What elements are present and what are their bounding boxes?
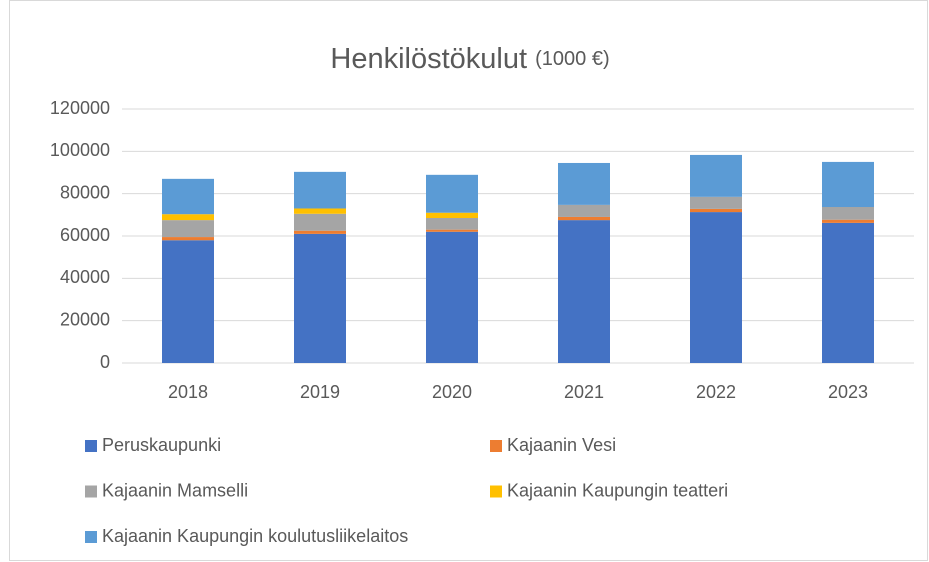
bar-segment	[690, 212, 742, 363]
legend-label: Peruskaupunki	[102, 435, 221, 455]
y-tick-label: 80000	[60, 182, 110, 202]
y-tick-label: 0	[100, 352, 110, 372]
bar-segment	[162, 240, 214, 363]
y-tick-label: 60000	[60, 225, 110, 245]
bar-segment	[558, 216, 610, 221]
legend-swatch	[85, 531, 97, 543]
bar-segment	[822, 207, 874, 220]
bar-segment	[558, 204, 610, 217]
y-tick-label: 100000	[50, 140, 110, 160]
bar-segment	[690, 196, 742, 209]
legend-label: Kajaanin Vesi	[507, 435, 616, 455]
legend-swatch	[85, 485, 97, 498]
bar-segment	[690, 154, 742, 197]
bar-segment	[162, 178, 214, 215]
title-unit: (1000 €)	[535, 48, 610, 70]
x-tick-label: 2021	[564, 382, 604, 402]
bar-segment	[294, 208, 346, 214]
bar-segment	[162, 237, 214, 241]
chart-title: Henkilöstökulut (1000 €)	[330, 43, 609, 75]
bar-segment	[294, 213, 346, 231]
legend-label: Kajaanin Kaupungin koulutusliikelaitos	[102, 526, 408, 546]
bar-segment	[294, 233, 346, 363]
legend-swatch	[85, 440, 97, 452]
title-main: Henkilöstökulut	[330, 43, 527, 75]
x-tick-label: 2018	[168, 382, 208, 402]
x-tick-label: 2019	[300, 382, 340, 402]
y-tick-label: 40000	[60, 267, 110, 287]
bar-segment	[294, 171, 346, 209]
x-tick-label: 2023	[828, 382, 868, 402]
bar-segment	[558, 162, 610, 205]
bar-segment	[426, 174, 478, 213]
bar-segment	[822, 219, 874, 223]
bar-segment	[162, 220, 214, 238]
bar-segment	[558, 220, 610, 363]
bar-segment	[426, 212, 478, 219]
legend-swatch	[490, 440, 502, 452]
y-tick-label: 20000	[60, 309, 110, 329]
legend-label: Kajaanin Kaupungin teatteri	[507, 480, 728, 500]
bar-segment	[426, 231, 478, 363]
legend-swatch	[490, 485, 502, 498]
bar-segment	[294, 230, 346, 234]
y-tick-label: 120000	[50, 98, 110, 118]
x-tick-label: 2022	[696, 382, 736, 402]
legend-label: Kajaanin Mamselli	[102, 480, 248, 500]
bar-segment	[822, 222, 874, 363]
bar-segment	[690, 208, 742, 213]
bar-segment	[426, 218, 478, 230]
bar-segment	[162, 214, 214, 221]
bar-segment	[426, 229, 478, 232]
bar-segment	[822, 161, 874, 208]
x-tick-label: 2020	[432, 382, 472, 402]
